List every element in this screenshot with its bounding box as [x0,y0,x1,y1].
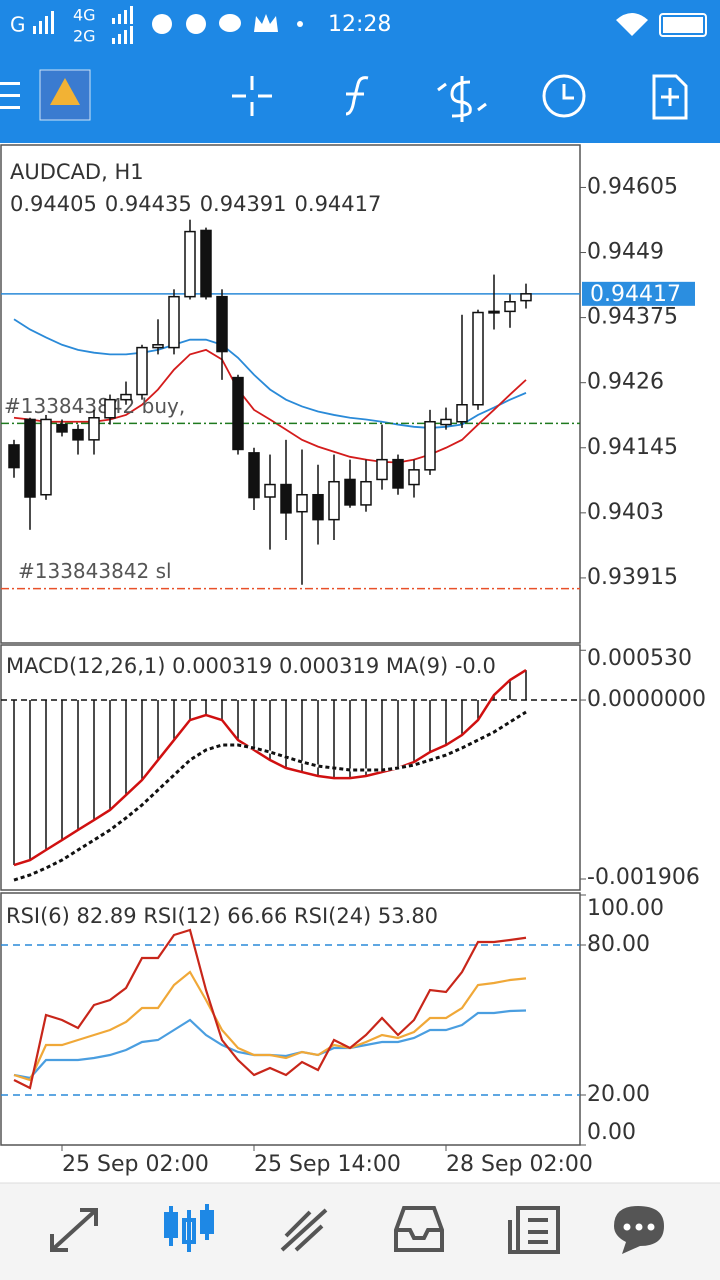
y-tick-label: 20.00 [587,1082,650,1107]
candle-body [200,229,212,298]
trade-button[interactable] [437,76,487,122]
notification-icons [152,14,303,34]
chat-dots [623,1223,655,1231]
rsi-panel [0,892,581,1146]
candle-body [328,480,340,521]
y-tick-label: 0.9403 [587,500,664,525]
open-value: 0.94405 [10,192,97,216]
candle-body [296,493,308,513]
candle-body [216,295,228,353]
y-tick-label: -0.001906 [587,865,700,890]
battery-level [663,17,703,33]
network-label: 2G [73,27,96,46]
rsi-line [13,970,527,1082]
candle-body [264,483,276,498]
candle-body [88,417,100,441]
x-tick-label: 25 Sep 02:00 [62,1152,209,1177]
menu-button[interactable] [0,82,20,109]
candle-body [312,493,324,521]
candle-body [440,418,452,426]
clock: 12:28 [328,12,391,37]
trade-tab[interactable] [280,1208,328,1252]
network-label: 4G [73,6,96,25]
y-tick-label: 0.000530 [587,646,692,671]
wifi-icon [616,13,648,36]
y-tick-label: 80.00 [587,932,650,957]
rsi-line [13,928,527,1090]
price-tag-label: 0.94417 [590,282,681,307]
candle-body [392,458,404,489]
signal-label: G [10,13,26,37]
new-order-button[interactable] [652,74,688,120]
battery-icon [659,13,707,37]
y-tick-label: 0.9426 [587,370,664,395]
candle-body [40,418,52,496]
y-tick-label: 0.93915 [587,565,678,590]
candle-body [344,478,356,506]
high-value: 0.94435 [105,192,192,216]
candle-body [184,230,196,298]
low-value: 0.94391 [200,192,287,216]
bottom-nav [0,1183,720,1280]
candle-body [488,310,500,314]
candle-body [168,295,180,349]
y-tick-label: 0.94605 [587,174,678,199]
candle-body [136,346,148,396]
history-button[interactable] [542,74,586,118]
candle-body [72,428,84,441]
candle-body [152,344,164,349]
candle-body [472,311,484,406]
order-label: #133843842 sl [18,559,172,583]
signal-line-base [13,710,527,882]
moving-average [13,318,527,429]
price-panel [0,144,581,644]
chart-tab[interactable] [164,1204,214,1252]
candle-body [232,376,244,451]
candle-body [520,293,532,302]
candle-body [104,398,116,419]
x-tick-label: 28 Sep 02:00 [446,1152,593,1177]
y-tick-label: 0.0000000 [587,687,706,712]
news-tab[interactable] [508,1206,560,1254]
crosshair-button[interactable] [232,76,272,116]
price-tag [582,281,695,306]
candle-body [424,420,436,471]
history-tab[interactable] [394,1206,444,1252]
y-tick-label: 100.00 [587,896,664,921]
y-tick-label: 0.94375 [587,305,678,330]
signal-icon [112,6,133,44]
macd-title: MACD(12,26,1) 0.000319 0.000319 MA(9) -0… [6,654,496,678]
candle-body [24,418,36,498]
y-tick-label: 0.9449 [587,240,664,265]
macd-line [13,669,527,867]
close-value: 0.94417 [295,192,382,216]
y-tick-label: 0.94145 [587,435,678,460]
candle-body [456,404,468,423]
symbol-title: AUDCAD, H1 [10,160,144,184]
macd-panel [0,644,581,891]
candle-body [56,423,68,433]
candle-body [504,301,516,313]
candle-body [408,469,420,486]
candle-body [360,480,372,506]
indicators-button[interactable] [345,76,369,116]
candle-body [8,444,20,469]
ohlc-header: 0.94405 0.94435 0.94391 0.94417 [10,192,381,216]
candle-body [376,458,388,481]
quotes-tab[interactable] [50,1208,98,1252]
x-tick-label: 25 Sep 14:00 [254,1152,401,1177]
y-tick-label: 0.00 [587,1120,636,1145]
candle-body [248,452,260,499]
candle-body [120,393,132,401]
app-logo-mark [50,78,80,105]
signal-icon [33,11,54,34]
candle-body [280,483,292,514]
rsi-title: RSI(6) 82.89 RSI(12) 66.66 RSI(24) 53.80 [6,904,438,928]
